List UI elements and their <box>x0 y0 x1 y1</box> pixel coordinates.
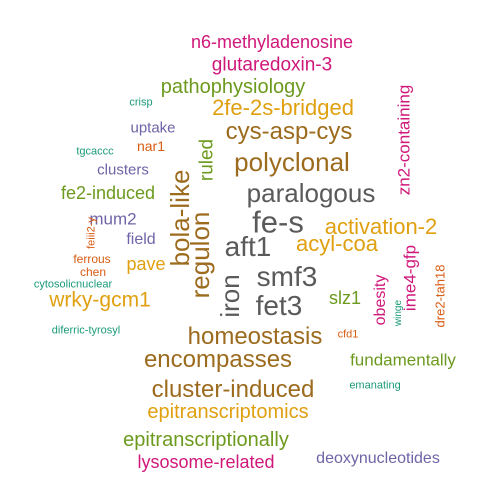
word-item: mum2 <box>89 209 137 229</box>
word-item: 2fe-2s-bridged <box>212 95 354 120</box>
word-item: feiii2-y <box>85 217 98 249</box>
word-item: wrky-gcm1 <box>49 288 151 312</box>
word-item: ruled <box>196 138 218 182</box>
word-item: dre2-tah18 <box>432 264 448 328</box>
word-item: homeostasis <box>187 323 323 350</box>
word-item: cfd1 <box>337 328 359 341</box>
word-item: epitranscriptionally <box>123 429 289 451</box>
word-item: glutaredoxin-3 <box>211 54 333 76</box>
word-item: acyl-coa <box>296 231 378 256</box>
word-item: epitranscriptomics <box>147 401 309 423</box>
word-item: encompasses <box>143 346 293 373</box>
word-item: uptake <box>130 119 176 137</box>
word-item: fet3 <box>255 290 303 321</box>
word-item: ferrous <box>73 252 111 266</box>
word-item: tgcaccc <box>76 145 114 158</box>
word-item: obesity <box>372 274 389 326</box>
word-item: smf3 <box>256 261 318 292</box>
word-item: lysosome-related <box>137 452 275 472</box>
word-item: polyclonal <box>234 147 350 177</box>
word-item: slz1 <box>328 288 362 308</box>
word-item: activation-2 <box>324 214 438 239</box>
word-item: fe2-induced <box>60 183 156 203</box>
word-item: diferric-tyrosyl <box>51 324 121 337</box>
word-item: field <box>126 231 156 248</box>
word-item: emanating <box>349 379 401 392</box>
word-item: zn2-containing <box>394 84 414 196</box>
word-item: cytosolicnuclear <box>33 278 113 291</box>
word-item: nar1 <box>136 138 166 154</box>
word-item: clusters <box>97 161 149 179</box>
word-item: crisp <box>129 96 153 109</box>
word-item: ime4-gfp <box>400 244 420 312</box>
word-item: fundamentally <box>350 350 456 370</box>
word-item: cluster-induced <box>151 376 315 403</box>
word-item: deoxynucleotides <box>316 450 440 467</box>
word-item: fe-s <box>252 204 304 240</box>
word-item: aft1 <box>224 231 272 262</box>
word-item: pave <box>126 254 166 274</box>
word-item: pathophysiology <box>160 76 306 98</box>
word-item: regulon <box>185 211 215 299</box>
word-item: winge <box>393 299 404 327</box>
word-item: paralogous <box>246 178 376 208</box>
word-item: chen <box>79 265 107 279</box>
word-item: n6-methyladenosine <box>190 32 354 52</box>
word-item: iron <box>215 274 245 318</box>
word-item: cys-asp-cys <box>225 118 353 145</box>
